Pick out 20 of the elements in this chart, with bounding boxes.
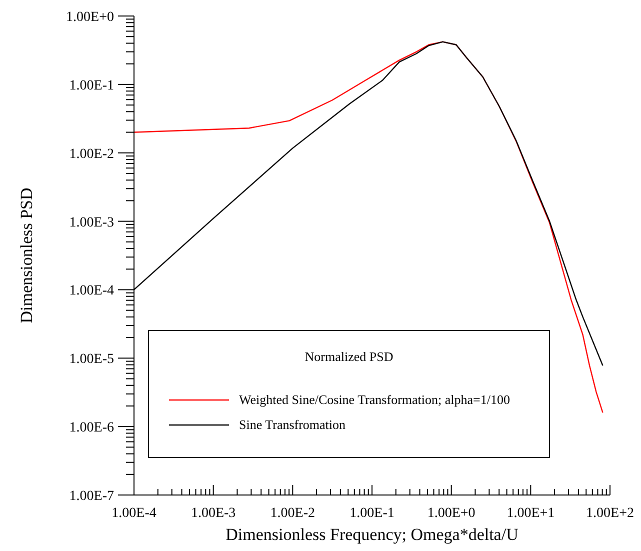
legend-label: Sine Transfromation <box>239 416 346 432</box>
x-tick-label: 1.00E+1 <box>506 506 555 521</box>
x-tick-label: 1.00E-2 <box>270 506 316 521</box>
x-tick-label: 1.00E+0 <box>427 506 476 521</box>
x-tick-label: 1.00E+2 <box>586 506 634 521</box>
y-tick-label: 1.00E-6 <box>69 420 114 436</box>
x-tick-label: 1.00E-3 <box>190 506 236 521</box>
y-tick-label: 1.00E-5 <box>69 352 114 368</box>
y-tick-label: 1.00E-2 <box>69 146 114 162</box>
y-tick-label: 1.00E-3 <box>69 215 114 230</box>
y-tick-label: 1.00E-4 <box>69 284 114 299</box>
y-tick-label: 1.00E+0 <box>66 10 114 25</box>
x-axis-title: Dimensionless Frequency; Omega*delta/U <box>226 525 518 544</box>
y-axis-title: Dimensionless PSD <box>17 188 36 324</box>
y-tick-label: 1.00E-1 <box>69 78 114 94</box>
x-tick-label: 1.00E-1 <box>350 506 394 521</box>
x-tick-label: 1.00E-4 <box>112 506 156 521</box>
legend-title: Normalized PSD <box>304 349 394 365</box>
legend-label: Weighted Sine/Cosine Transformation; alpha=1/100 <box>239 392 510 408</box>
y-tick-label: 1.00E-7 <box>69 489 114 504</box>
